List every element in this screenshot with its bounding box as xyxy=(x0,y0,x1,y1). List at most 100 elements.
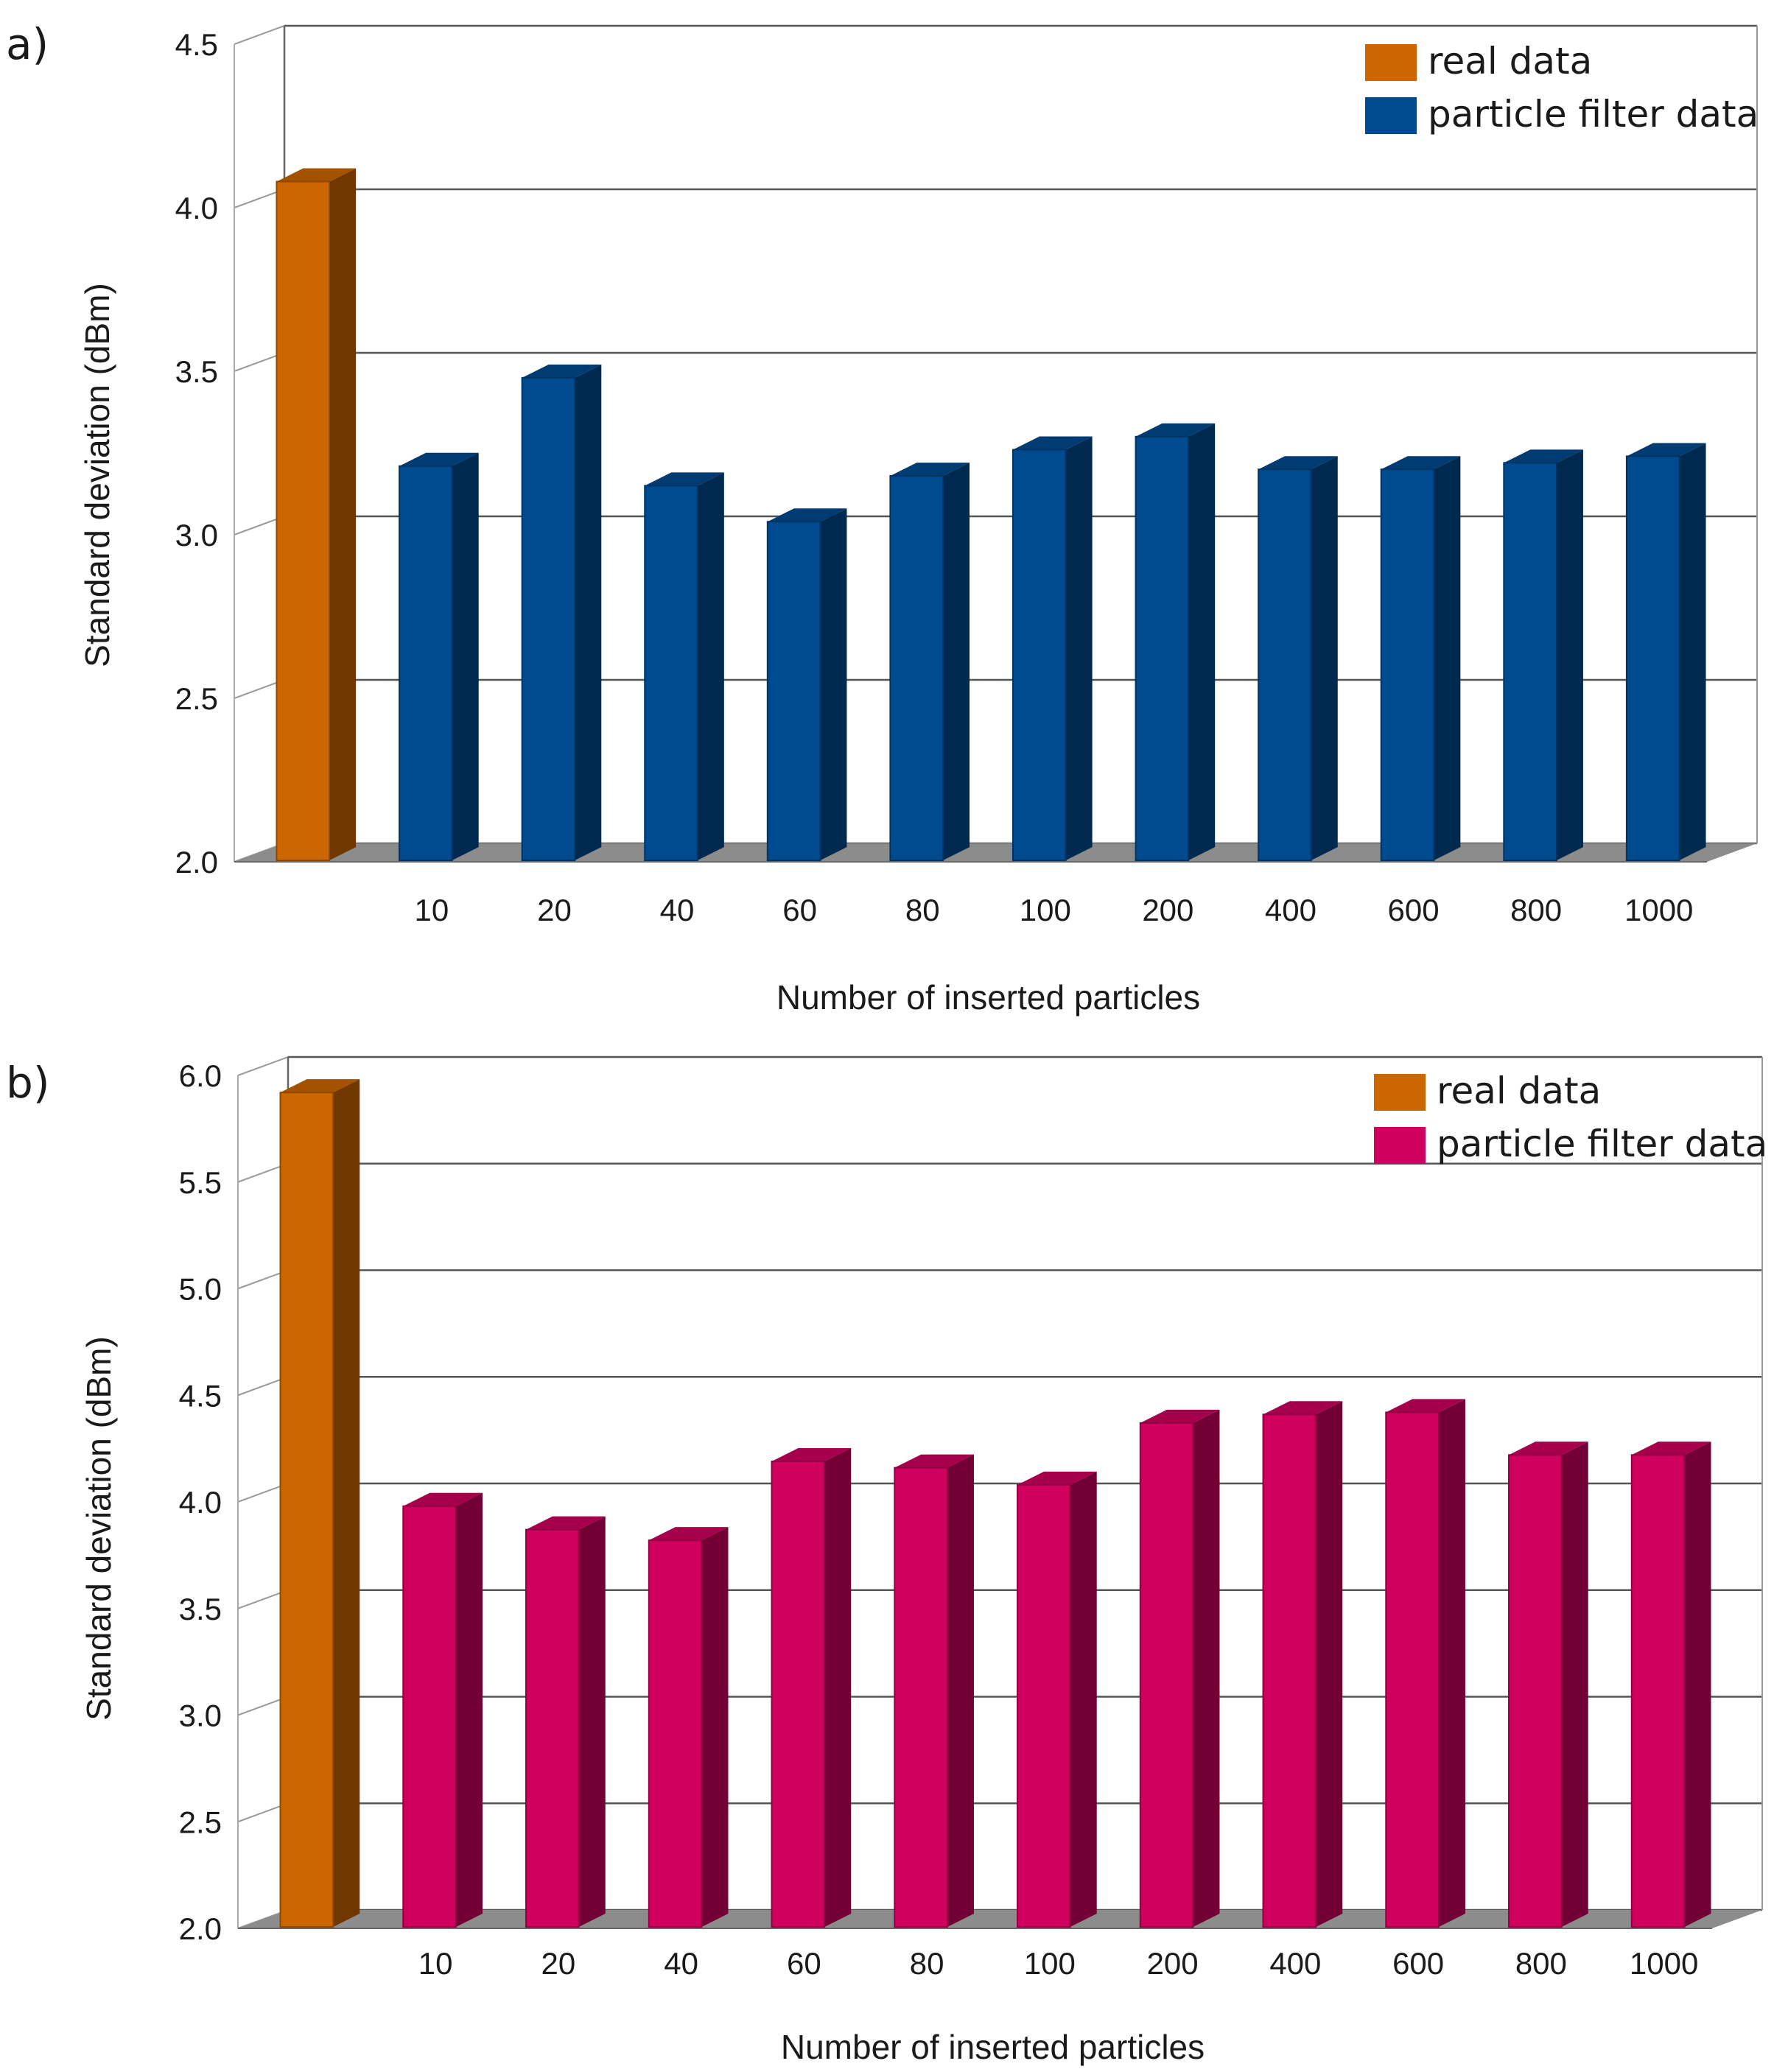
bar-top xyxy=(1012,436,1093,450)
bar-top xyxy=(1504,449,1583,463)
y-tick-label: 4.0 xyxy=(175,191,218,225)
x-tick-label: 80 xyxy=(910,1946,944,1981)
bar xyxy=(1258,456,1338,861)
bar-front xyxy=(279,1092,334,1928)
bar-front xyxy=(1017,1483,1071,1928)
bar-front xyxy=(644,485,698,862)
bar-top xyxy=(1135,423,1216,437)
bar-front xyxy=(399,465,453,861)
bar-front xyxy=(1508,1454,1563,1928)
legend-swatch xyxy=(1365,97,1417,134)
x-tick-label: 60 xyxy=(787,1946,821,1981)
bar xyxy=(766,508,847,861)
y-tick-label: 3.5 xyxy=(175,354,218,389)
bar-side xyxy=(820,508,847,860)
y-tick-label: 3.5 xyxy=(179,1592,222,1626)
x-tick-label: 200 xyxy=(1147,1946,1199,1981)
y-tick-label: 5.0 xyxy=(179,1272,222,1307)
bar xyxy=(1012,436,1093,861)
y-tick-label: 4.5 xyxy=(179,1378,222,1413)
y-tick-label: 4.5 xyxy=(175,27,218,62)
bar-side xyxy=(1684,1441,1711,1927)
bar xyxy=(1135,423,1216,861)
panel-label: b) xyxy=(6,1058,49,1108)
bar-side xyxy=(943,463,970,860)
bar-top xyxy=(526,1516,606,1530)
bar-top xyxy=(1140,1409,1220,1423)
x-tick-label: 20 xyxy=(537,893,572,927)
legend-label: particle filter data xyxy=(1428,93,1759,136)
bar xyxy=(894,1454,974,1928)
y-tick-label: 5.5 xyxy=(179,1165,222,1200)
bar-front xyxy=(1135,435,1190,861)
bar-side xyxy=(1188,423,1216,860)
bar-top xyxy=(403,1492,483,1506)
bar xyxy=(1508,1441,1588,1928)
chart-panel-b: b) 2.0 2.5 3.0 3.5 4.0 4.5 5.0 5.5 6.0 10 20 40 60 80 1… xyxy=(6,1056,1767,2066)
bar xyxy=(1630,1441,1711,1928)
legend-label: particle filter data xyxy=(1437,1123,1767,1165)
y-tick-label: 3.0 xyxy=(179,1699,222,1733)
bar-top xyxy=(1258,456,1338,470)
bar-top xyxy=(1381,456,1461,470)
bar-side xyxy=(1316,1401,1343,1927)
bar-top xyxy=(1017,1471,1097,1485)
x-tick-label: 100 xyxy=(1020,893,1071,927)
bars xyxy=(276,168,1706,862)
bar xyxy=(648,1527,729,1928)
bar-front xyxy=(1012,449,1067,861)
bar xyxy=(1017,1471,1097,1928)
bar-top xyxy=(767,508,847,522)
bar xyxy=(525,1516,606,1928)
legend: real data particle filter data xyxy=(1365,40,1759,136)
bar-top xyxy=(1626,443,1706,457)
legend: real data particle filter data xyxy=(1374,1070,1767,1165)
bar-top xyxy=(399,452,479,466)
x-tick-label: 20 xyxy=(541,1946,576,1981)
x-axis-title: Number of inserted particles xyxy=(781,2028,1205,2066)
gridline-depth xyxy=(237,1056,289,1076)
legend-swatch xyxy=(1365,44,1417,81)
bar-top xyxy=(280,1079,360,1093)
bar-side xyxy=(578,1516,606,1927)
bar-side xyxy=(1556,449,1583,860)
y-tick-label: 4.0 xyxy=(179,1485,222,1520)
bar-side xyxy=(329,168,357,861)
legend-label: real data xyxy=(1428,40,1592,82)
bar xyxy=(1262,1401,1343,1928)
y-tick-label: 2.0 xyxy=(175,845,218,879)
bar xyxy=(521,364,602,861)
bar-top xyxy=(645,472,724,486)
x-tick-label: 400 xyxy=(1265,893,1317,927)
bar-side xyxy=(1434,456,1461,860)
bar-front xyxy=(1625,455,1680,861)
chart-panel-a: a) 2.0 2.5 3.0 3.5 4.0 4.5 10 20 40 60 80 100 200 400 6… xyxy=(6,19,1759,1016)
y-tick-label: 6.0 xyxy=(179,1058,222,1093)
bar-top xyxy=(1386,1399,1465,1413)
bar xyxy=(1380,456,1461,861)
x-tick-label: 10 xyxy=(415,893,449,927)
gridline-depth xyxy=(234,25,285,45)
bar-front xyxy=(402,1505,457,1928)
bar-side xyxy=(1070,1471,1097,1927)
bar-front xyxy=(1630,1454,1686,1928)
bar xyxy=(276,168,357,862)
floor xyxy=(234,843,1757,862)
bar-side xyxy=(575,364,602,860)
bar-front xyxy=(771,1460,826,1928)
bar-side xyxy=(1561,1441,1588,1927)
bar xyxy=(399,452,479,861)
x-tick-label: 400 xyxy=(1269,1946,1321,1981)
bar-front xyxy=(276,180,331,862)
bar xyxy=(1385,1399,1465,1928)
bar-front xyxy=(889,475,944,861)
x-tick-label: 800 xyxy=(1515,1946,1567,1981)
bar-top xyxy=(771,1447,852,1461)
bar-front xyxy=(648,1539,703,1928)
bar-top xyxy=(894,1454,974,1468)
panel-label: a) xyxy=(6,19,49,69)
bar-top xyxy=(648,1527,729,1541)
bar xyxy=(1625,443,1706,861)
y-tick-label: 2.0 xyxy=(179,1911,222,1946)
y-axis-title: Standard deviation (dBm) xyxy=(80,1336,118,1721)
